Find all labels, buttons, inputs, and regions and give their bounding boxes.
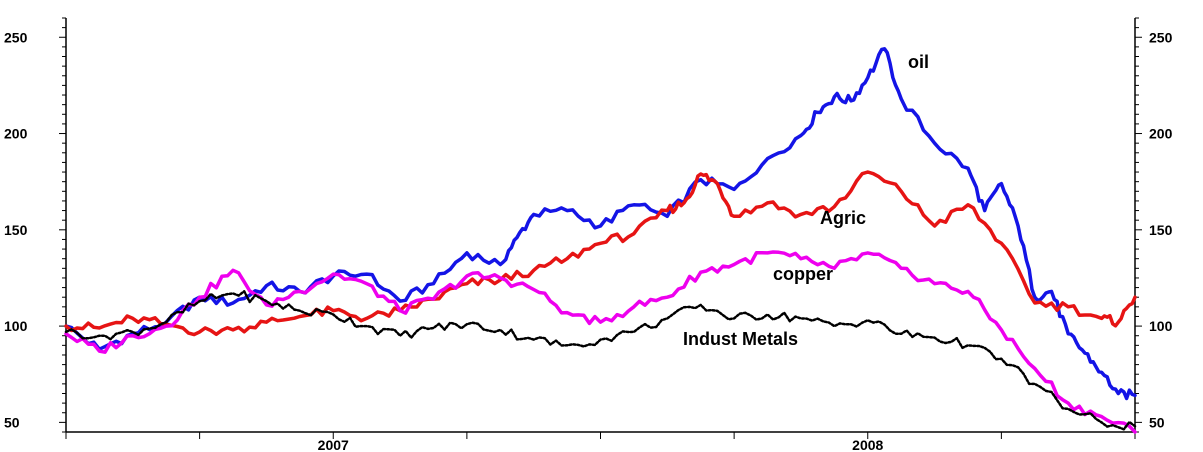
- series-label-indust-metals: Indust Metals: [683, 329, 798, 349]
- series-line-agric: [64, 170, 1137, 337]
- series-line-copper: [64, 250, 1137, 434]
- series-line-indust-metals: [64, 290, 1137, 431]
- left-y-tick-label: 150: [4, 222, 28, 238]
- series-label-copper: copper: [773, 264, 833, 284]
- right-y-tick-label: 150: [1149, 222, 1173, 238]
- series-label-oil: oil: [908, 52, 929, 72]
- right-y-tick-label: 250: [1149, 29, 1173, 45]
- right-y-tick-label: 50: [1149, 414, 1165, 430]
- right-y-tick-label: 100: [1149, 318, 1173, 334]
- right-y-tick-label: 200: [1149, 126, 1173, 142]
- left-y-tick-label: 200: [4, 126, 28, 142]
- left-y-tick-label: 250: [4, 29, 28, 45]
- series-labels: oil Agric copper Indust Metals: [683, 52, 929, 349]
- series-lines: [64, 47, 1137, 434]
- left-y-tick-label: 100: [4, 318, 28, 334]
- left-y-tick-label: 50: [4, 414, 20, 430]
- axes: 50 50 100 100 150 150 200 200 250 250 2007 2008: [4, 17, 1173, 452]
- series-label-agric: Agric: [820, 208, 866, 228]
- x-tick-label: 2008: [852, 437, 883, 452]
- x-tick-label: 2007: [318, 437, 349, 452]
